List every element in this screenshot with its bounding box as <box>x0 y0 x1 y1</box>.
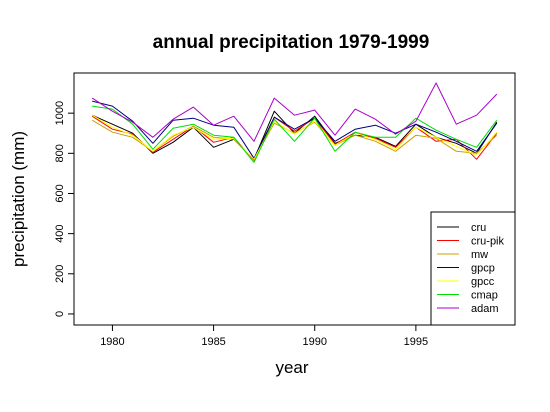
legend-label-adam: adam <box>471 303 499 315</box>
legend-label-cru: cru <box>471 222 486 234</box>
series-lines <box>91 82 498 163</box>
x-tick-label: 1990 <box>302 336 326 348</box>
y-tick-label: 600 <box>54 184 66 202</box>
y-tick-label: 0 <box>54 311 66 317</box>
plot-frame <box>73 72 516 326</box>
legend-label-cru-pik: cru-pik <box>471 236 505 248</box>
legend-label-gpcp: gpcp <box>471 263 495 275</box>
y-axis: 0 200 400 600 800 1000 <box>54 101 74 317</box>
series-line-adam <box>91 82 498 142</box>
legend-label-mw: mw <box>471 249 488 261</box>
legend-label-cmap: cmap <box>471 290 498 302</box>
x-axis-label: year <box>275 358 308 377</box>
legend-box <box>430 211 516 326</box>
legend-label-gpcc: gpcc <box>471 276 495 288</box>
y-tick-label: 200 <box>54 265 66 283</box>
chart-title: annual precipitation 1979-1999 <box>153 32 430 53</box>
x-tick-label: 1985 <box>201 336 225 348</box>
y-tick-label: 400 <box>54 224 66 242</box>
series-line-cru-pik <box>91 115 498 161</box>
x-tick-label: 1980 <box>100 336 124 348</box>
x-axis: 1980 1985 1990 1995 <box>100 325 428 348</box>
series-line-gpcc <box>91 114 498 160</box>
series-line-cmap <box>92 105 498 163</box>
y-tick-label: 800 <box>54 144 66 162</box>
x-tick-label: 1995 <box>404 336 428 348</box>
series-line-gpcp <box>92 100 498 159</box>
y-tick-label: 1000 <box>54 101 66 125</box>
y-axis-label: precipitation (mm) <box>9 131 28 267</box>
